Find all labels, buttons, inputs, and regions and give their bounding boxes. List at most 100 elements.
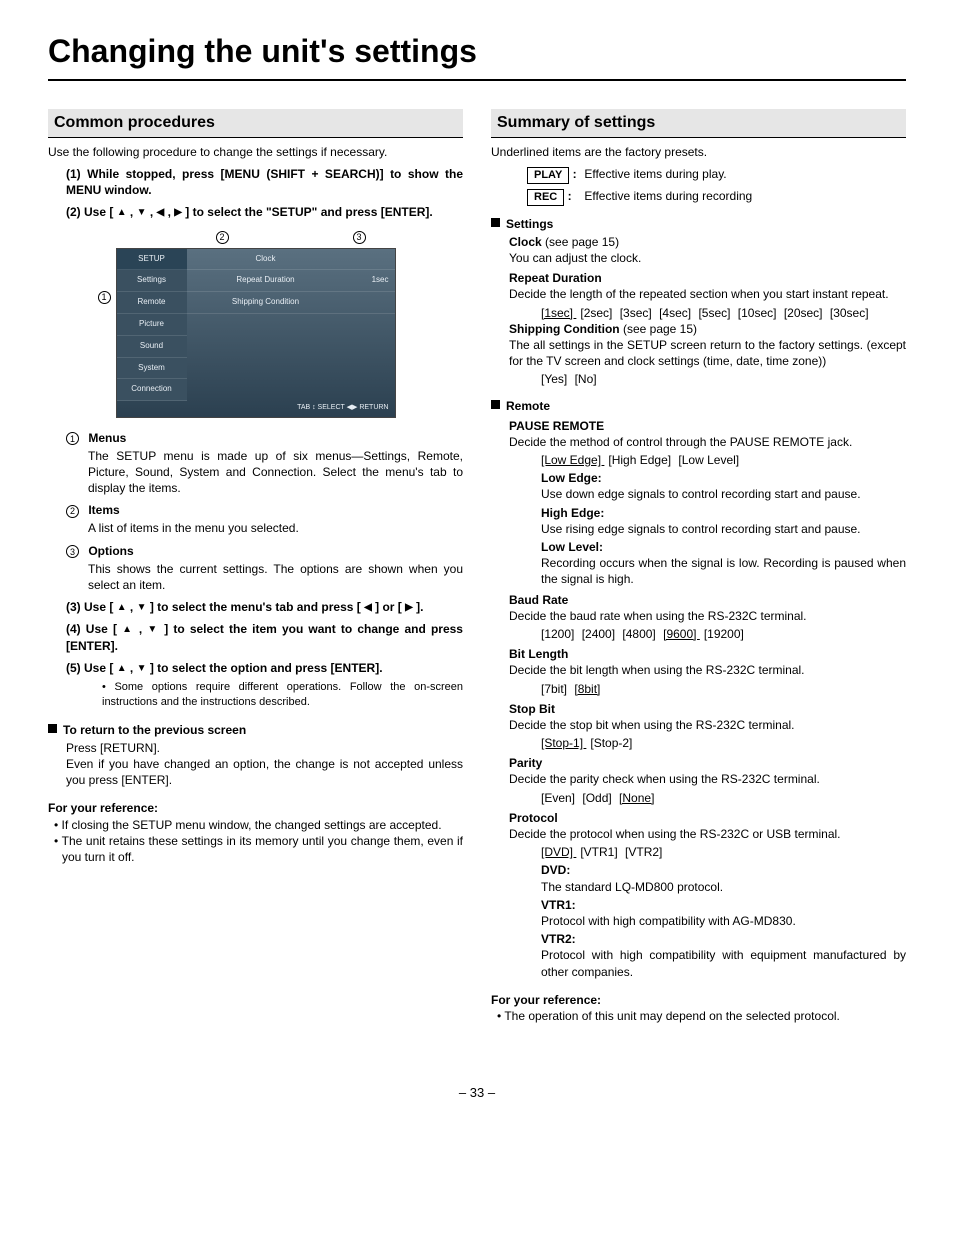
menu-tab: Sound — [117, 336, 187, 358]
step-4-a: (4) Use [ — [66, 622, 122, 636]
option-value: [Yes] — [541, 372, 571, 386]
option-value: [High Edge] — [608, 453, 674, 467]
callout-3-ref-icon: 3 — [66, 545, 79, 558]
dvd-desc: The standard LQ-MD800 protocol. — [541, 879, 906, 895]
pause-remote-options: [Low Edge] [High Edge] [Low Level] — [541, 452, 906, 468]
content-columns: Common procedures Use the following proc… — [48, 109, 906, 1024]
repeat-duration-heading: Repeat Duration — [509, 270, 906, 286]
stop-bit-options: [Stop-1] [Stop-2] — [541, 735, 906, 751]
reference-bullet-2: • The unit retains these settings in its… — [62, 833, 463, 865]
vtr2-desc: Protocol with high compatibility with eq… — [541, 947, 906, 979]
play-badge: PLAY — [527, 167, 569, 184]
step-2-text: (2) Use [ ▲ , ▼ , ◀ , ▶ ] to select the … — [66, 204, 463, 220]
step-4-text: (4) Use [ ▲ , ▼ ] to select the item you… — [66, 621, 463, 653]
down-arrow-icon: ▼ — [137, 207, 147, 218]
option-value: [None] — [619, 791, 654, 805]
step-5-a: (5) Use [ — [66, 661, 117, 675]
right-reference-heading: For your reference: — [491, 992, 906, 1008]
protocol-desc: Decide the protocol when using the RS-23… — [509, 826, 906, 842]
pause-remote-heading: PAUSE REMOTE — [509, 418, 906, 434]
step-2-part-a: (2) Use [ — [66, 205, 117, 219]
reference-heading: For your reference: — [48, 800, 463, 816]
page-title: Changing the unit's settings — [48, 30, 906, 81]
section-common-procedures: Common procedures — [48, 109, 463, 138]
shipping-condition-page-ref: (see page 15) — [620, 322, 697, 336]
option-value: [Low Edge] — [541, 453, 604, 467]
up-arrow-icon: ▲ — [122, 624, 134, 635]
diagram-callouts: 2 3 1 SETUP Settings Remote Picture Soun… — [116, 231, 396, 418]
menu-tab: Connection — [117, 379, 187, 401]
parity-heading: Parity — [509, 755, 906, 771]
option-value: [30sec] — [830, 306, 869, 320]
callout-1-icon: 1 — [98, 291, 111, 304]
option-value: [Odd] — [582, 791, 615, 805]
menu-item: Shipping Condition — [187, 292, 345, 313]
clock-desc: You can adjust the clock. — [509, 250, 906, 266]
bit-length-heading: Bit Length — [509, 646, 906, 662]
legend-menus: 1 Menus The SETUP menu is made up of six… — [88, 430, 463, 497]
legend-options-desc: This shows the current settings. The opt… — [88, 561, 463, 593]
pause-remote-desc: Decide the method of control through the… — [509, 434, 906, 450]
option-value: [VTR1] — [580, 845, 621, 859]
menu-value — [345, 249, 395, 270]
menu-tab: System — [117, 358, 187, 380]
return-line2: Even if you have changed an option, the … — [66, 756, 463, 788]
callout-2-icon: 2 — [216, 231, 229, 244]
option-value: [19200] — [704, 627, 744, 641]
legend-menus-title: Menus — [88, 431, 126, 445]
group-remote-text: Remote — [506, 399, 550, 413]
left-arrow-icon: ◀ — [364, 602, 372, 613]
menu-tab: Remote — [117, 292, 187, 314]
callout-1-ref-icon: 1 — [66, 432, 79, 445]
setup-menu-diagram: 2 3 1 SETUP Settings Remote Picture Soun… — [48, 231, 463, 418]
menu-tab: SETUP — [117, 249, 187, 271]
page-number: – 33 – — [48, 1084, 906, 1102]
left-intro: Use the following procedure to change th… — [48, 144, 463, 160]
repeat-duration-desc: Decide the length of the repeated sectio… — [509, 286, 906, 302]
step-5-note: • Some options require different operati… — [102, 680, 463, 710]
right-arrow-icon: ▶ — [405, 602, 413, 613]
step-5: (5) Use [ ▲ , ▼ ] to select the option a… — [66, 660, 463, 710]
option-value: [VTR2] — [625, 845, 662, 859]
step-2: (2) Use [ ▲ , ▼ , ◀ , ▶ ] to select the … — [66, 204, 463, 220]
menu-screenshot: SETUP Settings Remote Picture Sound Syst… — [116, 248, 396, 418]
rec-badge: REC — [527, 189, 564, 206]
menu-tab: Settings — [117, 270, 187, 292]
legend-items: 2 Items A list of items in the menu you … — [88, 502, 463, 536]
return-line1: Press [RETURN]. — [66, 740, 463, 756]
step-5-b: ] to select the option and press [ENTER]… — [147, 661, 383, 675]
play-desc: Effective items during play. — [584, 167, 726, 181]
menu-footer: TAB ↕ SELECT ◀▶ RETURN — [187, 399, 395, 416]
step-1-text: (1) While stopped, press [MENU (SHIFT + … — [66, 166, 463, 198]
option-value: [2400] — [582, 627, 619, 641]
option-value: [DVD] — [541, 845, 576, 859]
right-intro: Underlined items are the factory presets… — [491, 144, 906, 160]
right-column: Summary of settings Underlined items are… — [491, 109, 906, 1024]
callout-3-icon: 3 — [353, 231, 366, 244]
option-value: [9600] — [663, 627, 700, 641]
step-5-text: (5) Use [ ▲ , ▼ ] to select the option a… — [66, 660, 463, 676]
menu-value: 1sec — [345, 270, 395, 291]
shipping-condition-options: [Yes] [No] — [541, 371, 906, 387]
up-arrow-icon: ▲ — [117, 207, 127, 218]
step-4: (4) Use [ ▲ , ▼ ] to select the item you… — [66, 621, 463, 653]
vtr1-heading: VTR1: — [541, 897, 906, 913]
option-value: [Low Level] — [678, 453, 739, 467]
step-3-text: (3) Use [ ▲ , ▼ ] to select the menu's t… — [66, 599, 463, 615]
shipping-condition-item: Shipping Condition (see page 15) — [509, 321, 906, 337]
return-heading-text: To return to the previous screen — [63, 723, 246, 737]
bit-length-desc: Decide the bit length when using the RS-… — [509, 662, 906, 678]
menu-tab: Picture — [117, 314, 187, 336]
protocol-heading: Protocol — [509, 810, 906, 826]
step-3-c: ] or [ — [372, 600, 405, 614]
down-arrow-icon: ▼ — [147, 624, 159, 635]
menu-items: Clock Repeat Duration1sec Shipping Condi… — [187, 249, 395, 417]
clock-heading: Clock — [509, 235, 542, 249]
up-arrow-icon: ▲ — [117, 602, 127, 613]
left-arrow-icon: ◀ — [157, 207, 165, 218]
vtr2-heading: VTR2: — [541, 931, 906, 947]
legend-items-title: Items — [88, 503, 119, 517]
option-value: [4800] — [622, 627, 659, 641]
down-arrow-icon: ▼ — [137, 602, 147, 613]
option-value: [7bit] — [541, 682, 570, 696]
